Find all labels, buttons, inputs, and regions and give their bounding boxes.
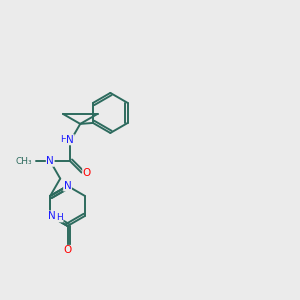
Text: N: N	[66, 135, 74, 145]
Text: O: O	[83, 168, 91, 178]
Text: CH₃: CH₃	[15, 157, 32, 166]
Text: N: N	[64, 181, 71, 191]
Text: N: N	[48, 211, 56, 221]
Text: H: H	[60, 135, 67, 144]
Text: O: O	[63, 245, 72, 255]
Text: N: N	[46, 156, 54, 166]
Text: H: H	[56, 213, 63, 222]
